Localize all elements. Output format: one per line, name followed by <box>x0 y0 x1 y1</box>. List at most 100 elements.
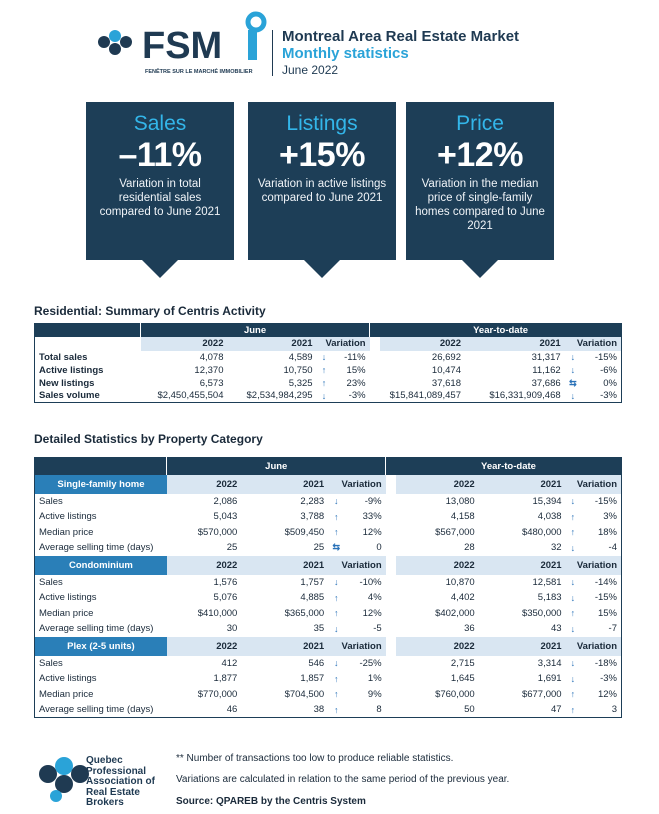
ytd-2021-value: 32 <box>551 542 562 554</box>
col-2021: 2021 <box>241 555 329 575</box>
row-label: Median price <box>39 688 94 700</box>
ytd-2021-value: 15,394 <box>532 495 562 507</box>
column-gap <box>385 474 396 494</box>
col-variation: Variation <box>316 336 370 351</box>
qpareb-logo: Quebec Professional Association of Real … <box>34 752 174 812</box>
june-variation: -9% <box>364 495 382 507</box>
ytd-variation: -3% <box>600 673 617 685</box>
ytd-variation: 18% <box>597 526 617 538</box>
card-description: Variation in total residential sales com… <box>99 178 221 218</box>
col-2021: 2021 <box>478 555 566 575</box>
corner-cell <box>34 323 142 337</box>
june-2021-value: $2,534,984,295 <box>246 390 313 402</box>
sales-card: Sales –11% Variation in total residentia… <box>86 102 234 278</box>
table-row: New listings 6,573 5,325 ↑ 23% 37,618 37,686 ⇆ 0… <box>35 377 622 390</box>
table-row: Sales volume $2,450,455,504 $2,534,984,295… <box>35 390 622 403</box>
arrow-up-icon: ↑ <box>333 608 339 619</box>
june-2021-value: $365,000 <box>284 607 325 619</box>
card-value: +12% <box>437 136 523 174</box>
category-header-row: Single-family home 2022 2021 Variation 2022 2… <box>34 474 622 494</box>
june-2022-value: 6,573 <box>199 377 224 389</box>
arrow-up-icon: ↑ <box>570 511 576 522</box>
col-2022: 2022 <box>166 474 242 494</box>
price-card: Price +12% Variation in the median price… <box>406 102 554 278</box>
june-2022-value: 4,078 <box>199 351 224 363</box>
svg-text:FENÊTRE SUR LE MARCHÉ IMMOBILI: FENÊTRE SUR LE MARCHÉ IMMOBILIER <box>145 67 253 75</box>
ytd-header: Year-to-date <box>395 457 622 475</box>
ytd-variation: -7 <box>608 623 617 635</box>
category-name: Condominium <box>34 555 167 575</box>
table-row: Active listings 12,370 10,750 ↑ 15% 10,474 11,… <box>35 364 622 377</box>
table-row: Median price $770,000 $704,500 ↑ 9% $760,000 $… <box>35 687 622 703</box>
footnote-low-transactions: ** Number of transactions too low to pro… <box>176 753 454 764</box>
arrow-down-icon: ↓ <box>570 592 576 603</box>
category-name: Single-family home <box>34 474 167 494</box>
table-row: Average selling time (days) 46 38 ↑ 8 50 47 ↑ 3 <box>35 702 622 718</box>
row-label: Total sales <box>39 351 88 363</box>
card-title: Listings <box>286 112 358 135</box>
ytd-variation: -3% <box>600 390 617 402</box>
table-row: Active listings 5,043 3,788 ↑ 33% 4,158 4,038 ↑… <box>35 509 622 525</box>
ytd-2021-value: 11,162 <box>532 364 561 376</box>
row-label: Active listings <box>39 592 97 604</box>
header-divider <box>272 30 273 76</box>
column-gap <box>385 636 396 656</box>
ytd-2022-value: 37,618 <box>431 377 461 389</box>
arrow-up-icon: ↑ <box>570 689 576 700</box>
corner-cell <box>34 457 168 475</box>
summary-section-title: Residential: Summary of Centris Activity <box>34 304 266 318</box>
detail-section-title: Detailed Statistics by Property Category <box>34 432 263 446</box>
june-2021-value: 4,589 <box>288 351 313 363</box>
card-description: Variation in the median price of single-… <box>415 178 545 232</box>
june-2022-value: $410,000 <box>197 607 238 619</box>
table-row: Median price $570,000 $509,450 ↑ 12% $567,000… <box>35 525 622 541</box>
column-gap <box>370 390 381 403</box>
june-2021-value: 546 <box>308 657 325 669</box>
category-header-row: Condominium 2022 2021 Variation 2022 2021 Vari… <box>34 555 622 575</box>
col-variation: Variation <box>328 555 386 575</box>
report-date: June 2022 <box>282 63 339 77</box>
stable-arrows-icon: ⇆ <box>332 542 341 553</box>
arrow-down-icon: ↓ <box>333 623 339 634</box>
ytd-2021-value: $16,331,909,468 <box>489 390 561 402</box>
col-variation: Variation <box>565 555 622 575</box>
ytd-2022-value: 10,474 <box>431 364 461 376</box>
col-variation: Variation <box>328 474 386 494</box>
column-gap <box>386 494 396 510</box>
summary-table: June Year-to-date 2022 2021 Variation 20… <box>34 323 622 403</box>
ytd-variation: -15% <box>594 351 617 363</box>
column-gap <box>386 590 396 606</box>
ytd-variation: -15% <box>594 592 617 604</box>
june-variation: 9% <box>367 688 382 700</box>
ytd-2021-value: 4,038 <box>537 511 562 523</box>
footnote-variations: Variations are calculated in relation to… <box>176 774 510 785</box>
june-2022-value: 5,043 <box>213 511 238 523</box>
june-variation: -10% <box>359 576 382 588</box>
column-gap <box>386 575 396 591</box>
ytd-2021-value: $677,000 <box>521 688 562 700</box>
june-2022-value: 2,086 <box>213 495 238 507</box>
table-row: Median price $410,000 $365,000 ↑ 12% $402,000… <box>35 606 622 622</box>
june-variation: 12% <box>362 526 382 538</box>
ytd-2022-value: $760,000 <box>435 688 475 700</box>
arrow-down-icon: ↓ <box>333 658 339 669</box>
col-2022: 2022 <box>380 336 465 351</box>
arrow-down-icon: ↓ <box>570 365 576 375</box>
june-variation: 12% <box>362 607 382 619</box>
row-label: Active listings <box>39 364 104 376</box>
june-variation: -25% <box>359 657 382 669</box>
fsm-logo-symbol <box>98 30 132 55</box>
arrow-down-icon: ↓ <box>321 352 327 362</box>
june-2021-value: 5,325 <box>288 377 313 389</box>
row-label: Median price <box>39 526 94 538</box>
table-row: Average selling time (days) 30 35 ↓ -5 36 43 ↓ -… <box>35 621 622 637</box>
table-row: Sales 1,576 1,757 ↓ -10% 10,870 12,581 ↓ -14% <box>35 575 622 591</box>
ytd-2021-value: 12,581 <box>532 576 562 588</box>
june-2021-value: 35 <box>313 623 325 635</box>
row-label: Sales <box>39 495 63 507</box>
svg-text:FSM: FSM <box>142 25 222 67</box>
row-label: Median price <box>39 607 94 619</box>
arrow-up-icon: ↑ <box>321 378 327 388</box>
arrow-down-icon: ↓ <box>333 577 339 588</box>
june-variation: 15% <box>346 364 366 376</box>
